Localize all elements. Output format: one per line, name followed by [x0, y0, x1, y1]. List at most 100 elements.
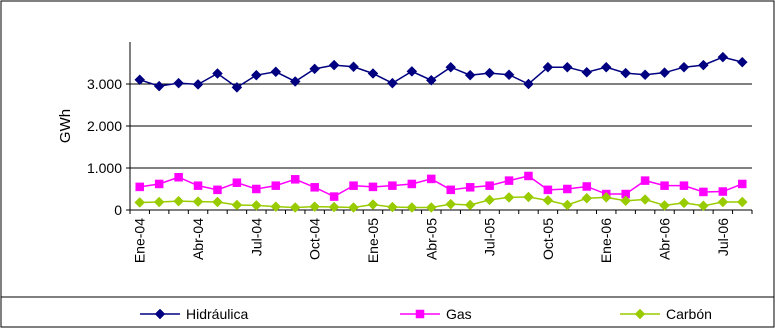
data-point	[600, 61, 612, 73]
data-point	[134, 197, 146, 208]
x-tick-label: Jul-04	[248, 218, 264, 256]
data-point	[427, 174, 436, 184]
data-point	[503, 192, 515, 203]
data-point	[250, 69, 262, 81]
data-point	[659, 200, 670, 211]
y-axis-ticks: 0 1.000 2.000 3.000	[87, 76, 130, 218]
data-point	[174, 172, 183, 182]
data-point	[738, 179, 747, 189]
data-point	[388, 181, 397, 190]
data-point	[678, 61, 690, 73]
grid-lines	[130, 83, 752, 169]
data-point	[543, 185, 553, 195]
data-point	[252, 184, 261, 194]
data-point	[289, 76, 301, 87]
y-tick-label: 1.000	[87, 160, 122, 176]
data-point	[485, 181, 494, 190]
data-point	[639, 194, 651, 205]
data-point	[134, 74, 146, 86]
x-tick-label: Abr-05	[423, 218, 439, 260]
data-point	[464, 199, 476, 211]
legend-label: Carbón	[666, 306, 712, 322]
data-point	[639, 69, 651, 81]
data-point	[736, 56, 748, 68]
data-point	[310, 183, 319, 192]
x-tick-label: Ene-06	[598, 218, 614, 263]
data-point	[213, 185, 222, 195]
data-point	[465, 183, 475, 192]
data-point	[736, 196, 748, 208]
data-point	[173, 77, 184, 89]
data-point	[212, 196, 223, 208]
series-Carbón	[134, 191, 748, 213]
data-point	[524, 171, 533, 181]
data-point	[523, 191, 534, 203]
data-point	[192, 79, 204, 90]
x-tick-label: Abr-04	[190, 218, 206, 260]
x-tick-label: Oct-05	[540, 218, 556, 260]
data-point	[634, 308, 646, 320]
data-point	[581, 66, 593, 78]
y-axis-title: GWh	[57, 109, 74, 143]
legend-item: Gas	[400, 306, 472, 322]
data-point	[659, 67, 670, 79]
data-point	[231, 199, 243, 211]
x-tick-label: Oct-04	[307, 218, 323, 260]
data-point	[698, 200, 709, 212]
data-point	[717, 51, 729, 63]
series-Hidráulica	[134, 51, 748, 93]
data-point	[368, 182, 378, 192]
data-point	[290, 175, 300, 184]
data-point	[542, 194, 554, 206]
data-point	[698, 59, 709, 71]
data-point	[561, 199, 573, 211]
data-point	[348, 202, 359, 213]
x-tick-label: Abr-06	[657, 218, 673, 260]
data-point	[387, 77, 398, 89]
data-point	[349, 181, 358, 190]
x-tick-label: Ene-04	[132, 218, 148, 263]
data-point	[415, 309, 425, 319]
data-point	[620, 67, 632, 79]
data-point	[561, 61, 573, 73]
data-point	[425, 74, 437, 86]
data-point	[678, 197, 690, 209]
data-point	[212, 68, 223, 79]
legend-item: Carbón	[620, 306, 712, 322]
data-point	[445, 61, 457, 73]
data-point	[193, 181, 203, 190]
data-point	[328, 59, 340, 71]
data-point	[153, 80, 165, 92]
data-point	[542, 61, 554, 73]
y-tick-label: 2.000	[87, 118, 122, 134]
x-tick-label: Ene-05	[365, 218, 381, 263]
data-point	[407, 179, 417, 189]
data-point	[231, 82, 243, 93]
data-point	[484, 67, 495, 79]
data-point	[367, 199, 379, 210]
legend-item: Hidráulica	[140, 306, 248, 322]
data-point	[563, 184, 572, 194]
x-tick-label: Jul-05	[482, 218, 498, 256]
data-point	[328, 201, 340, 213]
legend-label: Gas	[446, 306, 472, 322]
data-point	[173, 195, 184, 207]
data-point	[699, 187, 708, 197]
data-point	[718, 187, 728, 196]
data-point	[620, 195, 632, 207]
data-point	[446, 185, 455, 195]
data-point	[504, 176, 514, 185]
data-point	[154, 308, 166, 320]
data-point	[464, 69, 476, 81]
data-point	[581, 192, 593, 204]
data-point	[717, 196, 729, 208]
legend-label: Hidráulica	[186, 306, 248, 322]
data-point	[503, 69, 515, 81]
data-point	[135, 182, 144, 192]
data-point	[660, 181, 669, 190]
data-point	[250, 200, 262, 211]
data-point	[406, 202, 418, 213]
legend: Hidráulica Gas Carbón	[1, 296, 774, 322]
data-point	[367, 68, 379, 79]
